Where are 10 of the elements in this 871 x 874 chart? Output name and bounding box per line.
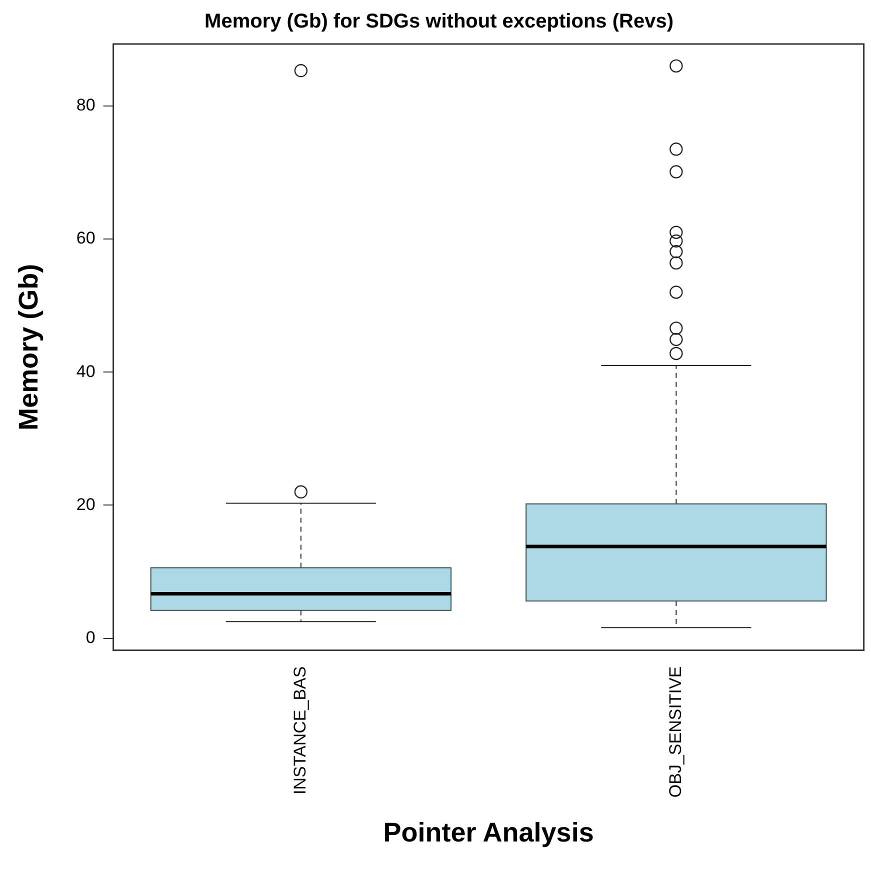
y-tick-label: 60 [76,228,96,248]
chart-title: Memory (Gb) for SDGs without exceptions (Revs) [204,10,674,33]
y-tick-label: 0 [86,628,96,647]
x-tick-label: INSTANCE_BAS [290,666,310,794]
y-tick-label: 80 [76,96,96,115]
y-tick-label: 40 [76,362,96,381]
y-axis-title: Memory (Gb) [14,264,44,430]
x-tick-label: OBJ_SENSITIVE [666,666,685,798]
y-tick-label: 20 [76,494,96,514]
x-axis-title: Pointer Analysis [383,817,594,848]
